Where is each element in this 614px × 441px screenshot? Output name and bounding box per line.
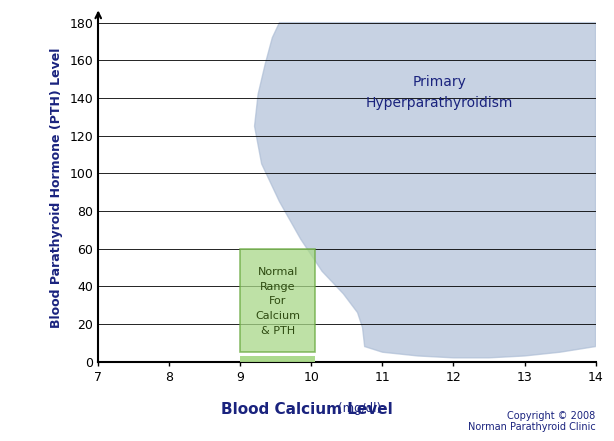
Y-axis label: Blood Parathyroid Hormone (PTH) Level: Blood Parathyroid Hormone (PTH) Level xyxy=(50,47,63,328)
Text: Normal
Range
For
Calcium
& PTH: Normal Range For Calcium & PTH xyxy=(255,267,300,336)
Polygon shape xyxy=(255,22,596,358)
Text: Copyright © 2008
Norman Parathyroid Clinic: Copyright © 2008 Norman Parathyroid Clin… xyxy=(468,411,596,432)
Bar xyxy=(240,249,315,352)
Text: Blood Calcium Level: Blood Calcium Level xyxy=(221,402,393,417)
Text: Primary
Hyperparathyroidism: Primary Hyperparathyroidism xyxy=(365,75,513,110)
Bar xyxy=(240,356,315,366)
Text: (mg/dl): (mg/dl) xyxy=(233,402,381,415)
